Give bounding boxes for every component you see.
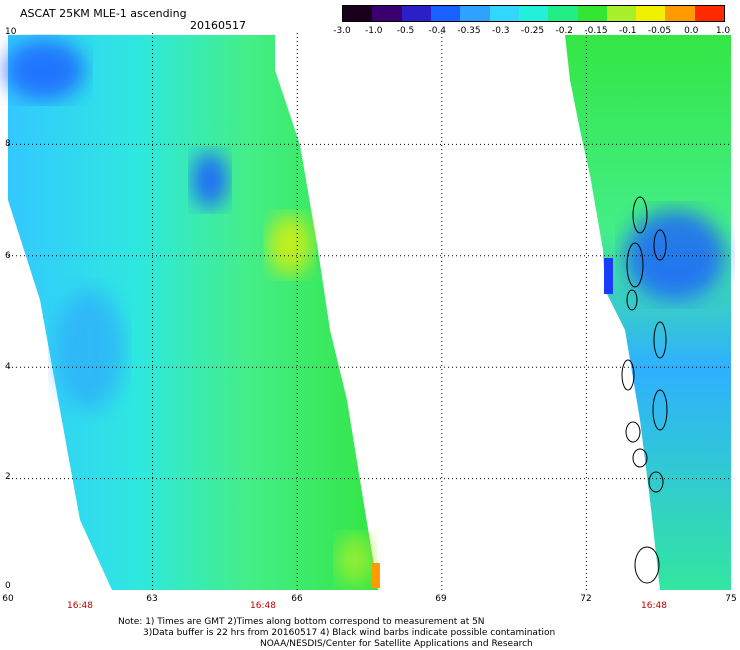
colorbar-segment: [665, 6, 695, 21]
y-tick-6: 6: [5, 251, 11, 261]
island-outline: [625, 421, 641, 443]
colorbar-segment: [489, 6, 519, 21]
colorbar-label: -0.15: [584, 26, 608, 36]
island-outline: [648, 471, 664, 493]
island-outline: [634, 546, 660, 584]
colorbar-label: -0.3: [491, 26, 510, 36]
y-tick-0: 0: [5, 581, 11, 591]
colorbar-label: -0.05: [647, 26, 672, 36]
colorbar-label: -1.0: [364, 26, 383, 36]
x-tick-72: 72: [580, 594, 592, 604]
colorbar-segment: [548, 6, 578, 21]
swath-east: [565, 35, 731, 590]
island-outline: [632, 196, 648, 234]
colorbar-label: -0.1: [618, 26, 637, 36]
colorbar-segment: [460, 6, 490, 21]
low-value-patch: [625, 210, 725, 300]
colorbar-segment: [372, 6, 402, 21]
colorbar-label: -0.2: [555, 26, 574, 36]
low-value-patch: [192, 152, 228, 208]
x-tick-63: 63: [146, 594, 158, 604]
high-value-cell: [372, 563, 380, 588]
swath-west: [8, 35, 378, 590]
low-value-cell: [604, 258, 613, 294]
x-tick-60: 60: [2, 594, 14, 604]
map-date: 20160517: [190, 19, 246, 32]
time-label-1: 16:48: [67, 601, 93, 611]
time-label-3: 16:48: [641, 601, 667, 611]
colorbar: [342, 5, 725, 22]
colorbar-label: -0.4: [428, 26, 447, 36]
colorbar-label: -0.5: [396, 26, 415, 36]
time-label-2: 16:48: [250, 601, 276, 611]
low-value-patch: [55, 290, 125, 410]
island-outline: [653, 229, 667, 261]
x-tick-75: 75: [725, 594, 737, 604]
map-title: ASCAT 25KM MLE-1 ascending: [20, 7, 187, 20]
colorbar-segment: [401, 6, 431, 21]
colorbar-label: -0.35: [457, 26, 481, 36]
x-tick-66: 66: [291, 594, 303, 604]
colorbar-segment: [343, 6, 373, 21]
y-tick-4: 4: [5, 362, 11, 372]
colorbar-segment: [636, 6, 666, 21]
island-outline: [626, 242, 644, 288]
x-tick-69: 69: [435, 594, 447, 604]
colorbar-segment: [577, 6, 607, 21]
island-outline: [653, 321, 667, 359]
colorbar-label: -0.25: [520, 26, 545, 36]
note-line-3: NOAA/NESDIS/Center for Satellite Applica…: [260, 639, 533, 649]
y-tick-10: 10: [5, 27, 17, 37]
colorbar-segment: [430, 6, 461, 21]
colorbar-segment: [694, 6, 725, 21]
y-tick-8: 8: [5, 139, 11, 149]
island-outline: [632, 448, 648, 468]
high-value-patch: [268, 215, 312, 275]
colorbar-segment: [606, 6, 637, 21]
high-value-patch: [337, 535, 373, 585]
colorbar-segment: [518, 6, 549, 21]
colorbar-label: -3.0: [333, 26, 351, 36]
island-outline: [626, 289, 638, 311]
y-tick-2: 2: [5, 472, 11, 482]
low-value-patch: [5, 40, 85, 100]
note-line-2: 3)Data buffer is 22 hrs from 20160517 4)…: [143, 628, 556, 638]
island-outline: [652, 389, 668, 431]
island-outline: [621, 359, 635, 391]
note-line-1: Note: 1) Times are GMT 2)Times along bot…: [118, 617, 485, 627]
colorbar-label: 0.0: [684, 26, 699, 36]
colorbar-label: 1.0: [715, 26, 731, 36]
